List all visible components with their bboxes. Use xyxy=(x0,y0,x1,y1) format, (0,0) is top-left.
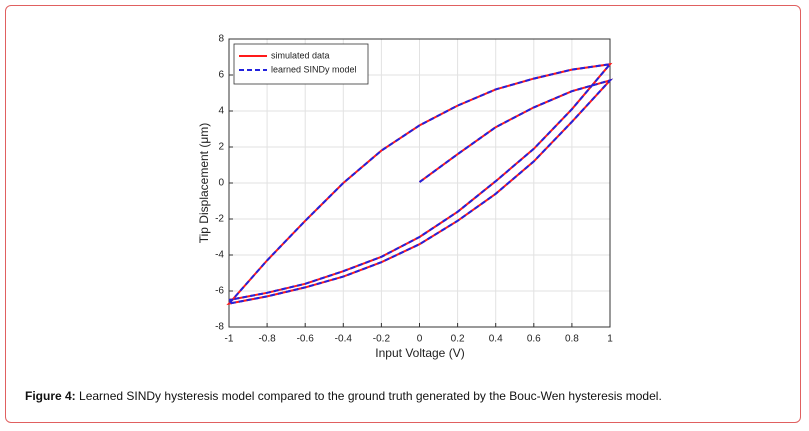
x-tick-label: 0.8 xyxy=(565,334,579,345)
x-tick-label: 1 xyxy=(607,334,613,345)
caption: Figure 4: Learned SINDy hysteresis model… xyxy=(25,389,662,403)
caption-text: Learned SINDy hysteresis model compared … xyxy=(79,389,662,403)
y-tick-label: 6 xyxy=(218,70,224,81)
x-tick-label: -0.6 xyxy=(297,334,315,345)
y-tick-label: -2 xyxy=(215,214,224,225)
y-tick-label: 0 xyxy=(218,178,224,189)
x-tick-label: 0.2 xyxy=(451,334,465,345)
x-tick-label: -1 xyxy=(225,334,234,345)
plot-frame xyxy=(228,38,611,328)
x-tick-label: 0 xyxy=(417,334,423,345)
x-tick-label: -0.4 xyxy=(335,334,353,345)
caption-label: Figure 4: xyxy=(25,389,76,403)
figure-card xyxy=(5,5,801,423)
y-tick-label: 2 xyxy=(218,142,224,153)
series-line xyxy=(226,62,614,306)
y-tick-label: 4 xyxy=(218,106,224,117)
legend-label: simulated data xyxy=(271,50,330,60)
x-tick-label: -0.8 xyxy=(258,334,276,345)
legend-box xyxy=(233,43,369,85)
x-tick-label: 0.6 xyxy=(527,334,541,345)
legend-label: learned SINDy model xyxy=(271,64,357,74)
y-axis-label: Tip Displacement (μm) xyxy=(197,123,211,244)
x-tick-label: 0.4 xyxy=(489,334,503,345)
y-tick-label: -4 xyxy=(215,250,224,261)
x-axis-label: Input Voltage (V) xyxy=(375,346,464,360)
y-tick-label: -6 xyxy=(215,286,224,297)
x-tick-label: -0.2 xyxy=(373,334,391,345)
y-tick-label: 8 xyxy=(218,34,224,45)
y-tick-label: -8 xyxy=(215,322,224,333)
